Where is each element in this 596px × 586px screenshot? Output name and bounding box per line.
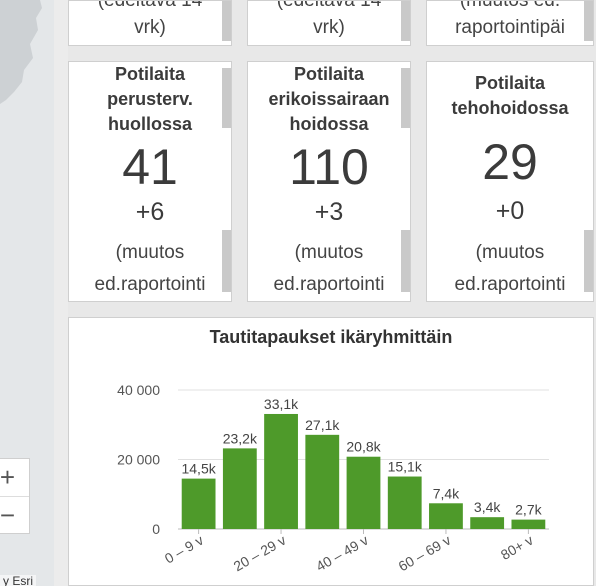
zoom-out-button[interactable]: − [0, 496, 29, 533]
x-tick-label: 60 – 69 v [396, 532, 454, 575]
top-card-3: (muutos ed. raportointipäi [426, 0, 594, 46]
y-tick-label: 40 000 [117, 382, 160, 398]
bar [511, 519, 546, 529]
x-tick-label: 80+ v [498, 532, 536, 563]
top-card-3-scrollbar[interactable] [584, 1, 593, 41]
data-label: 3,4k [474, 499, 501, 515]
card-title-line: erikoissairaan [268, 89, 390, 109]
map-attribution[interactable]: y Esri [0, 575, 36, 586]
card-note-line: ed.raportointi [273, 274, 385, 295]
card-title-line: Potilaita [474, 73, 545, 93]
card-delta: +0 [495, 197, 525, 225]
indicator-card-intensive-care: Potilaita tehohoidossa 29 +0 (muutos ed.… [426, 61, 594, 302]
data-label: 15,1k [388, 459, 423, 475]
data-label: 33,1k [264, 396, 299, 412]
card-scrollbar-bottom[interactable] [222, 230, 231, 292]
top-card-1-line1: (edeltävä 14 [97, 0, 203, 11]
top-card-1-scrollbar[interactable] [222, 1, 231, 41]
bar [222, 448, 257, 529]
card-note-line: (muutos [294, 242, 364, 263]
map-view[interactable]: + − y Esri [0, 0, 54, 586]
top-card-3-line1: (muutos ed. [459, 0, 561, 11]
card-title-line: tehohoidossa [451, 98, 569, 118]
card-value: 29 [482, 134, 538, 190]
age-group-bar-chart: 0 20 000 40 000 14,5k 23,2k 33,1k 27,1k 20,8k 15… [117, 382, 549, 575]
y-tick-label: 20 000 [117, 452, 160, 468]
card-note-line: (muutos [115, 242, 185, 263]
data-label: 23,2k [223, 430, 258, 446]
top-card-1: (edeltävä 14 vrk) [68, 0, 232, 46]
card-title-line: perusterv. [107, 89, 193, 109]
bar [470, 517, 505, 529]
card-note-line: ed.raportointi [94, 274, 206, 295]
card-title-line: huollossa [107, 114, 192, 134]
card-note-line: ed.raportointi [454, 274, 566, 295]
bar [305, 434, 340, 529]
data-label: 27,1k [305, 417, 340, 433]
top-card-1-line2: vrk) [134, 17, 166, 38]
bar [181, 478, 216, 529]
zoom-in-button[interactable]: + [0, 462, 15, 492]
data-label: 20,8k [346, 439, 381, 455]
data-label: 2,7k [515, 502, 542, 518]
x-tick-label: 20 – 29 v [231, 532, 289, 575]
x-tick-label: 40 – 49 v [313, 532, 371, 575]
chart-title: Tautitapaukset ikäryhmittäin [209, 327, 453, 347]
indicator-card-primary-care: Potilaita perusterv. huollossa 41 +6 (mu… [68, 61, 232, 302]
card-title-line: Potilaita [293, 64, 364, 84]
map-land-shape [0, 0, 42, 104]
card-scrollbar-top[interactable] [401, 68, 410, 128]
card-delta: +3 [314, 198, 344, 226]
data-label: 14,5k [181, 461, 216, 477]
card-value: 41 [122, 139, 178, 195]
card-scrollbar-top[interactable] [222, 68, 231, 128]
card-title-line: Potilaita [114, 64, 185, 84]
data-label: 7,4k [433, 485, 460, 501]
map-zoom-control: + − [0, 458, 30, 534]
chart-card-age-groups: Tautitapaukset ikäryhmittäin 0 20 000 40 0… [68, 317, 594, 586]
card-delta: +6 [135, 198, 165, 226]
indicator-card-specialized-care: Potilaita erikoissairaan hoidossa 110 +3… [247, 61, 411, 302]
bar [264, 413, 298, 529]
card-title-line: hoidossa [289, 114, 369, 134]
bar [387, 476, 422, 529]
bar [346, 456, 381, 529]
card-scrollbar-bottom[interactable] [401, 230, 410, 292]
card-note-line: (muutos [475, 242, 545, 263]
y-tick-label: 0 [152, 521, 160, 537]
top-card-2-line2: vrk) [313, 17, 345, 38]
panel-separator [54, 0, 68, 586]
top-card-2: (edeltävä 14 vrk) [247, 0, 411, 46]
top-card-3-line2: raportointipäi [455, 17, 565, 38]
x-tick-label: 0 – 9 v [162, 532, 206, 567]
card-scrollbar-bottom[interactable] [584, 230, 593, 292]
top-card-2-line1: (edeltävä 14 [276, 0, 382, 11]
card-value: 110 [289, 139, 369, 195]
top-card-2-scrollbar[interactable] [401, 1, 410, 41]
bar [429, 503, 463, 529]
